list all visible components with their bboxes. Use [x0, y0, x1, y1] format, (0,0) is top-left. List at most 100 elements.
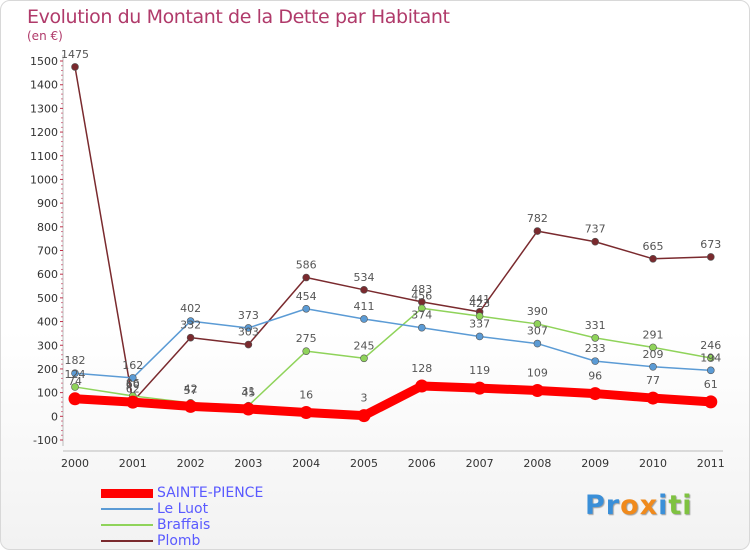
data-label: 586: [296, 259, 317, 272]
logo-letter: i: [682, 490, 693, 521]
data-label: 57: [184, 384, 198, 397]
data-point: [649, 254, 657, 263]
data-point: [126, 395, 140, 409]
data-point: [704, 395, 718, 409]
x-tick-label: 2011: [697, 457, 725, 470]
data-label: 194: [700, 351, 721, 364]
y-tick-label: 900: [37, 197, 58, 210]
legend-swatch: [101, 488, 153, 498]
data-label: 45: [241, 387, 255, 400]
legend-item: Plomb: [101, 533, 263, 549]
x-tick-label: 2001: [119, 457, 147, 470]
logo-letter: r: [605, 490, 621, 521]
data-point: [302, 304, 311, 313]
data-point: [649, 343, 657, 352]
data-label: 673: [700, 238, 721, 251]
series-line-plomb: [74, 66, 712, 403]
legend-label: SAINTE-PIENCE: [157, 485, 264, 501]
data-label: 182: [65, 354, 86, 367]
data-label: 209: [643, 348, 664, 361]
data-label: 411: [354, 300, 375, 313]
data-label: 124: [65, 368, 86, 381]
y-tick-label: 500: [37, 292, 58, 305]
legend-label: Braffais: [157, 517, 211, 533]
data-point: [186, 333, 195, 342]
data-label: 60: [126, 378, 140, 391]
data-point: [241, 402, 255, 416]
data-label: 1475: [61, 48, 89, 61]
data-label: 86: [126, 377, 140, 390]
y-tick-label: 0: [51, 410, 58, 423]
y-tick-label: 800: [37, 221, 58, 234]
data-label: 402: [180, 302, 201, 315]
data-label: 441: [469, 293, 490, 306]
data-point: [591, 237, 600, 246]
data-label: 233: [585, 342, 606, 355]
x-tick-label: 2010: [639, 457, 667, 470]
data-label: 456: [411, 289, 432, 302]
data-point: [533, 227, 542, 235]
data-label: 275: [296, 332, 317, 345]
series-line-sainte-pience: [70, 381, 716, 421]
data-label: 665: [643, 240, 664, 253]
data-label: 62: [126, 383, 140, 396]
x-tick-label: 2003: [234, 457, 262, 470]
series-line-le-luot: [74, 308, 712, 379]
data-label: 109: [527, 366, 548, 379]
data-point: [473, 381, 487, 395]
y-tick-label: 700: [37, 245, 58, 258]
proxiti-logo: Proxiti: [585, 490, 693, 521]
legend-item: SAINTE-PIENCE: [101, 485, 263, 501]
logo-letter: i: [658, 490, 669, 521]
data-point: [360, 315, 368, 323]
data-point: [588, 387, 602, 401]
y-tick-label: 1500: [30, 55, 58, 68]
data-point: [184, 399, 198, 413]
data-point: [649, 363, 657, 371]
data-point: [302, 273, 311, 282]
data-label: 331: [585, 319, 606, 332]
legend-label: Plomb: [157, 533, 201, 549]
x-tick-label: 2007: [466, 457, 494, 470]
data-label: 119: [469, 364, 490, 377]
logo-letter: P: [585, 490, 606, 521]
x-tick-label: 2006: [408, 457, 436, 470]
data-point: [591, 357, 600, 365]
data-point: [533, 320, 542, 328]
data-point: [591, 334, 600, 342]
legend-item: Le Luot: [101, 501, 263, 517]
data-point: [360, 354, 368, 363]
y-tick-label: 1400: [30, 79, 58, 92]
data-point: [129, 374, 137, 382]
data-label: 737: [585, 223, 606, 236]
data-point: [530, 383, 544, 397]
data-point: [417, 304, 426, 313]
data-point: [417, 323, 426, 332]
y-tick-label: 400: [37, 316, 58, 329]
data-label: 303: [238, 326, 259, 339]
data-label: 245: [354, 339, 375, 352]
data-point: [244, 340, 253, 349]
data-point: [71, 63, 79, 71]
data-point: [302, 347, 311, 355]
y-tick-label: 1300: [30, 102, 58, 115]
logo-letter: o: [620, 490, 640, 521]
data-label: 454: [296, 290, 317, 303]
legend-label: Le Luot: [157, 501, 209, 517]
data-point: [68, 392, 82, 406]
y-tick-label: 1100: [30, 150, 58, 163]
y-tick-label: 100: [37, 387, 58, 400]
data-point: [533, 339, 542, 348]
y-tick-label: 200: [37, 363, 58, 376]
data-point: [706, 354, 715, 362]
chart-title: Evolution du Montant de la Dette par Hab…: [27, 6, 450, 28]
data-point: [360, 286, 368, 294]
legend-swatch: [101, 524, 153, 526]
data-label: 423: [469, 297, 490, 310]
data-point: [244, 324, 253, 332]
data-label: 483: [411, 283, 432, 296]
unit-label: (en €): [27, 29, 63, 43]
y-tick-label: -100: [33, 434, 58, 447]
data-label: 373: [238, 309, 259, 322]
